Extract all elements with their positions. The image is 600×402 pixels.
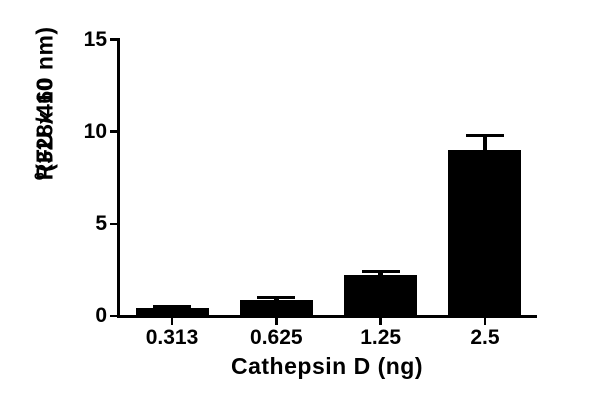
x-tick-label: 0.313 <box>145 326 199 349</box>
error-bar-stem <box>378 271 383 278</box>
bar <box>239 300 313 318</box>
y-axis-tick <box>110 222 117 226</box>
x-axis-tick <box>483 317 487 325</box>
error-bar-cap <box>465 133 504 137</box>
error-bar-cap <box>153 305 191 309</box>
y-axis-line <box>117 38 120 318</box>
x-axis-tick <box>170 317 174 325</box>
error-bar-stem <box>482 135 488 153</box>
x-axis-tick <box>275 317 278 325</box>
x-axis-line <box>117 314 537 318</box>
bar <box>135 307 209 318</box>
error-bar-cap <box>361 270 400 274</box>
y-tick-label: 15 <box>83 27 107 51</box>
y-axis-tick <box>110 130 117 133</box>
y-axis-tick <box>110 314 117 318</box>
x-axis-tick <box>379 317 382 325</box>
x-tick-label: 1.25 <box>360 326 402 349</box>
x-tick-label: 0.625 <box>250 326 303 349</box>
y-tick-label: 10 <box>83 119 107 143</box>
x-axis-title: Cathepsin D (ng) <box>231 353 423 379</box>
bar <box>448 150 522 318</box>
bar <box>344 275 418 318</box>
error-bar-cap <box>257 296 296 300</box>
y-tick-label: 5 <box>95 211 107 235</box>
error-bar-stem <box>274 297 279 303</box>
y-tick-label: 0 <box>95 304 107 327</box>
y-axis-tick <box>110 38 117 41</box>
x-tick-label: 2.5 <box>470 326 500 349</box>
